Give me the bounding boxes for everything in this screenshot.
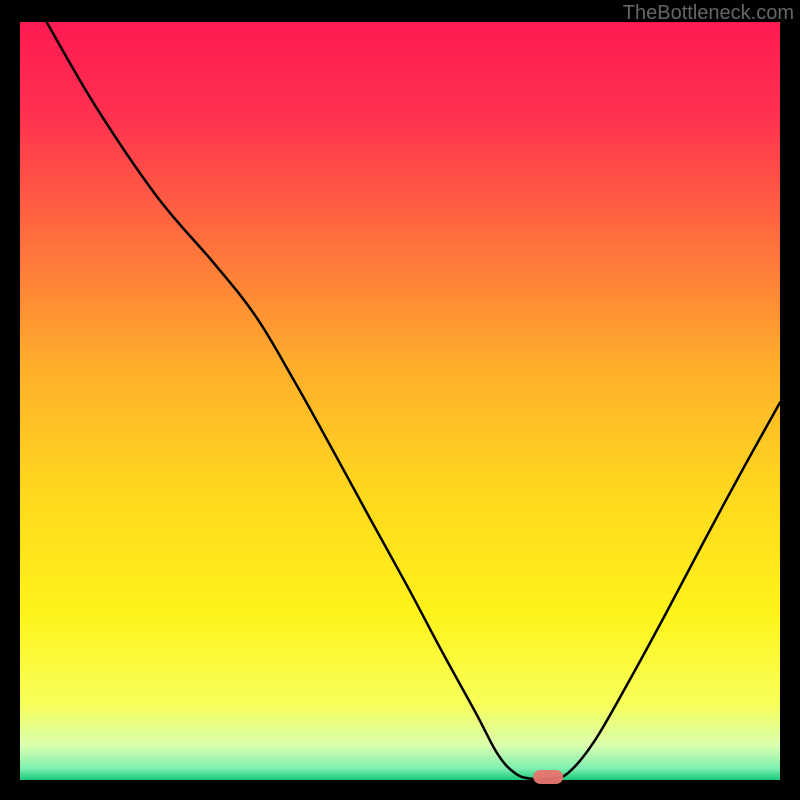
chart-frame: TheBottleneck.com <box>0 0 800 800</box>
optimal-point-marker <box>533 770 563 784</box>
bottleneck-curve-chart <box>0 0 800 800</box>
plot-background <box>20 22 780 780</box>
watermark-label: TheBottleneck.com <box>623 2 794 25</box>
